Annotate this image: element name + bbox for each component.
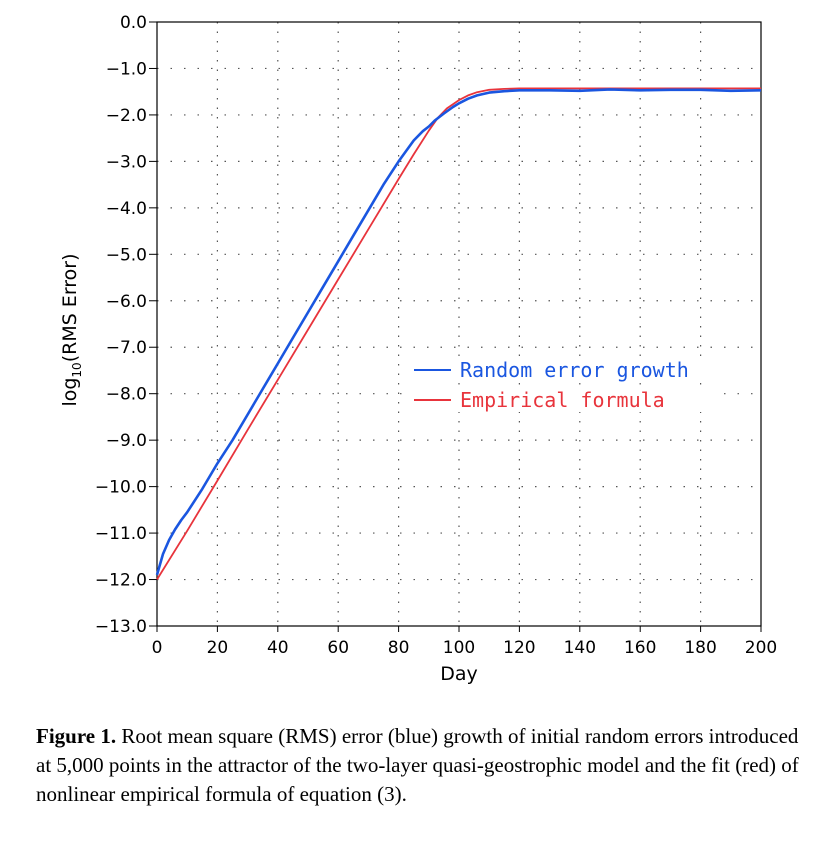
x-tick-label: 180 [684, 638, 716, 658]
y-tick-label: −2.0 [106, 106, 147, 126]
series-line-random-error-growth [155, 88, 762, 576]
x-axis-title: Day [440, 663, 478, 685]
legend-label-random-error-growth: Random error growth [460, 358, 689, 382]
y-tick-label: −6.0 [106, 292, 147, 312]
series-lines [155, 87, 762, 580]
x-tick-label: 200 [745, 638, 777, 658]
y-tick-label: −3.0 [106, 152, 147, 172]
y-tick-label: −12.0 [95, 571, 147, 591]
y-tick-label: −5.0 [106, 245, 147, 265]
y-tick-label: −1.0 [106, 59, 147, 79]
x-tick-label: 60 [327, 638, 349, 658]
y-tick-label: −11.0 [95, 524, 147, 544]
x-tick-label: 0 [152, 638, 163, 658]
y-axis-title-subscript: 10 [70, 362, 84, 377]
legend-entry-bg [410, 356, 720, 382]
y-tick-label: −9.0 [106, 431, 147, 451]
series-line-empirical-formula [156, 87, 761, 580]
legend: Random error growth Empirical formula [410, 356, 720, 412]
grid [157, 22, 761, 626]
y-tick-label: −8.0 [106, 385, 147, 405]
axis-ticks: 0 20 40 60 80 100 120 140 160 180 200 0.0 −1.0 −2.0 −3… [95, 13, 777, 658]
legend-label-empirical-formula: Empirical formula [460, 388, 665, 412]
y-axis-title: log10(RMS Error) [59, 253, 84, 406]
y-tick-label: −10.0 [95, 478, 147, 498]
legend-entry-bg [410, 386, 720, 412]
x-tick-label: 20 [207, 638, 229, 658]
x-tick-label: 140 [564, 638, 596, 658]
y-tick-label: −4.0 [106, 199, 147, 219]
y-axis-title-prefix: log [59, 378, 81, 407]
figure-caption: Figure 1. Root mean square (RMS) error (… [36, 722, 806, 809]
caption-text: Root mean square (RMS) error (blue) grow… [36, 724, 799, 806]
x-tick-label: 120 [503, 638, 535, 658]
y-tick-label: −13.0 [95, 617, 147, 637]
y-tick-label: −7.0 [106, 338, 147, 358]
x-tick-label: 80 [388, 638, 410, 658]
x-tick-label: 100 [443, 638, 475, 658]
caption-label: Figure 1. [36, 724, 117, 748]
y-tick-label: 0.0 [120, 13, 147, 33]
x-tick-label: 160 [624, 638, 656, 658]
rms-error-chart: 0 20 40 60 80 100 120 140 160 180 200 0.0 −1.0 −2.0 −3… [59, 13, 777, 685]
y-axis-title-suffix: (RMS Error) [59, 253, 81, 362]
x-tick-label: 40 [267, 638, 289, 658]
